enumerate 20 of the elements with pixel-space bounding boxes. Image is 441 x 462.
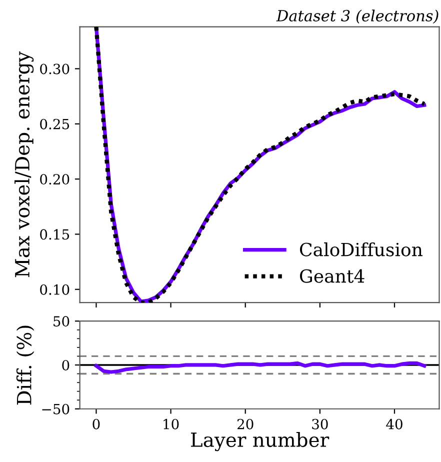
- legend-label: CaloDiffusion: [300, 242, 422, 256]
- x-tick-label: 30: [312, 418, 328, 430]
- chart-title: Dataset 3 (electrons): [276, 10, 438, 24]
- y-tick-label: 0.30: [40, 64, 70, 74]
- y-axis-title: Diff. (%): [16, 326, 34, 405]
- x-axis-title: Layer number: [190, 432, 330, 452]
- x-tick-label: 0: [92, 418, 100, 430]
- y-tick-label: 0: [62, 360, 70, 370]
- x-tick-label: 10: [164, 418, 179, 430]
- y-tick-label: 0.25: [40, 118, 70, 130]
- x-tick-label: 40: [386, 418, 402, 430]
- y-tick-label: 50: [54, 316, 70, 327]
- y-tick-label: 0.20: [40, 174, 70, 185]
- legend-label: Geant4: [300, 269, 364, 283]
- y-tick-label: 0.15: [40, 229, 70, 240]
- y-axis-title: Max voxel/Dep. energy: [14, 51, 34, 278]
- y-tick-label: 0.10: [40, 284, 70, 295]
- line-series: [94, 361, 426, 374]
- y-tick-label: −50: [42, 404, 70, 414]
- x-tick-label: 20: [237, 418, 254, 430]
